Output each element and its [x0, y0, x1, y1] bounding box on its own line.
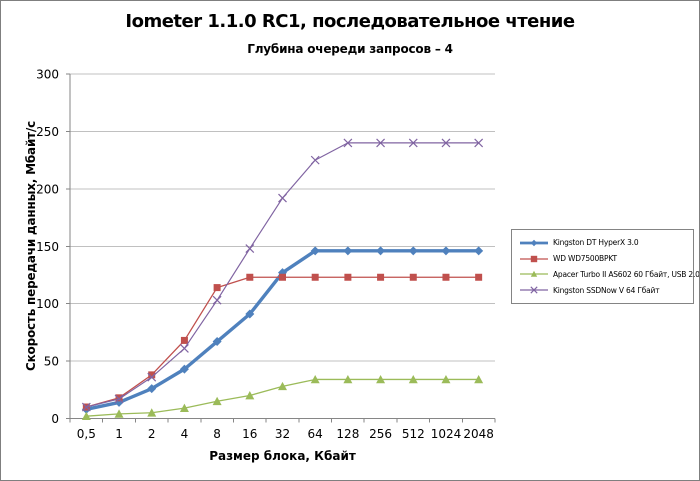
svg-text:128: 128 — [336, 427, 359, 441]
svg-text:32: 32 — [275, 427, 290, 441]
legend: Kingston DT HyperX 3.0 WD WD7500BPKT Apace… — [511, 229, 699, 304]
chart-subtitle: Глубина очереди запросов – 4 — [247, 42, 453, 56]
legend-square-marker-icon — [520, 255, 548, 262]
svg-text:50: 50 — [44, 355, 59, 369]
y-axis-title: Скорость передачи данных, Мбайт/с — [24, 120, 38, 372]
svg-text:2048: 2048 — [463, 427, 494, 441]
x-axis-title: Размер блока, Кбайт — [209, 449, 356, 463]
legend-item: Kingston SSDNow V 64 Гбайт — [519, 285, 691, 295]
svg-text:100: 100 — [36, 297, 59, 311]
svg-text:300: 300 — [36, 68, 59, 82]
svg-text:16: 16 — [242, 427, 257, 441]
gridlines — [70, 73, 495, 362]
svg-text:0,5: 0,5 — [77, 427, 96, 441]
svg-text:2: 2 — [148, 427, 156, 441]
x-tick-labels: 0,5 1 2 4 8 16 32 64 128 256 512 1024 2048 — [77, 427, 494, 441]
series-3-x — [81, 138, 484, 412]
axes — [66, 73, 496, 423]
y-tick-labels: 0 50 100 150 200 250 300 — [36, 68, 59, 427]
legend-item: WD WD7500BPKT — [519, 254, 691, 264]
svg-text:0: 0 — [51, 412, 59, 426]
legend-triangle-marker-icon — [520, 271, 548, 278]
legend-x-marker-icon — [520, 286, 548, 294]
svg-text:250: 250 — [36, 125, 59, 139]
svg-text:200: 200 — [36, 182, 59, 196]
svg-text:8: 8 — [213, 427, 221, 441]
legend-label: WD WD7500BPKT — [553, 254, 617, 264]
svg-text:1: 1 — [115, 427, 123, 441]
svg-text:150: 150 — [36, 240, 59, 254]
chart-title: Iometer 1.1.0 RC1, последовательное чтен… — [125, 11, 575, 32]
svg-text:4: 4 — [181, 427, 189, 441]
svg-text:256: 256 — [369, 427, 392, 441]
svg-text:1024: 1024 — [431, 427, 462, 441]
svg-text:512: 512 — [402, 427, 425, 441]
legend-label: Apacer Turbo II AS602 60 Гбайт, USB 2.0 — [553, 269, 700, 279]
legend-label: Kingston SSDNow V 64 Гбайт — [553, 285, 660, 295]
legend-label: Kingston DT HyperX 3.0 — [553, 238, 639, 248]
legend-item: Apacer Turbo II AS602 60 Гбайт, USB 2.0 — [519, 269, 699, 279]
svg-text:64: 64 — [308, 427, 323, 441]
legend-item: Kingston DT HyperX 3.0 — [519, 238, 691, 248]
legend-diamond-marker-icon — [520, 239, 548, 246]
series-2-triangle — [81, 374, 484, 421]
